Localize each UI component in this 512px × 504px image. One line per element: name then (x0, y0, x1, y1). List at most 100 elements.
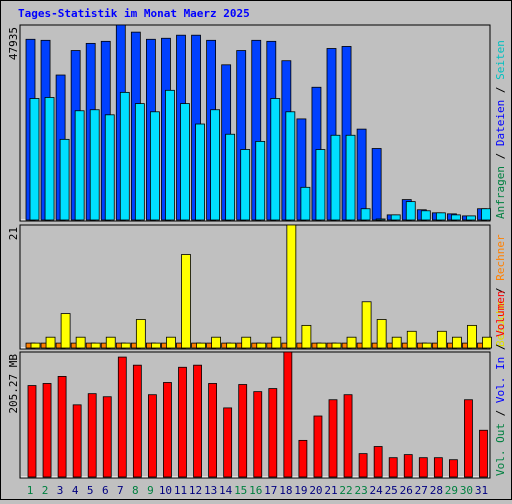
separator: / (494, 281, 507, 301)
x-tick-label: 12 (189, 484, 202, 497)
bar (196, 342, 206, 349)
bar (210, 109, 221, 221)
bar (180, 103, 190, 221)
bar (450, 214, 461, 221)
bar (330, 134, 341, 221)
x-tick-label: 6 (102, 484, 109, 497)
x-tick-label: 16 (249, 484, 262, 497)
bar (466, 215, 476, 221)
bar (345, 134, 356, 221)
x-tick-label: 17 (264, 484, 277, 497)
bar (343, 394, 353, 478)
x-tick-label: 22 (339, 484, 352, 497)
bar (193, 364, 202, 478)
x-tick-label: 3 (57, 484, 64, 497)
side-label: Besuche (494, 301, 507, 347)
bar (166, 336, 176, 349)
bar (315, 149, 326, 221)
bar (87, 393, 97, 478)
bar (75, 336, 86, 349)
x-tick-label: 28 (430, 484, 443, 497)
bar (60, 313, 71, 349)
bar (268, 388, 278, 478)
x-tick-label: 23 (354, 484, 367, 497)
bar (119, 91, 130, 221)
bar (104, 114, 115, 221)
bar (181, 254, 191, 349)
x-tick-label: 13 (204, 484, 217, 497)
chart-title: Tages-Statistik im Monat Maerz 2025 (18, 7, 250, 20)
bar (44, 97, 55, 221)
bar (271, 336, 282, 349)
x-tick-label: 8 (132, 484, 139, 497)
bar (238, 384, 248, 478)
bar (331, 342, 342, 349)
side-label: Volumen (494, 291, 507, 337)
bar (27, 385, 37, 478)
bar (403, 454, 413, 478)
x-tick-label: 1 (27, 484, 34, 497)
x-tick-label: 24 (370, 484, 384, 497)
bar (481, 208, 491, 221)
side-label: Seiten (494, 40, 507, 80)
separator: / (494, 337, 507, 357)
bar (74, 110, 85, 221)
x-tick-label: 7 (117, 484, 124, 497)
bar (371, 148, 382, 221)
x-tick-label: 2 (42, 484, 49, 497)
bar (390, 214, 401, 221)
bar (405, 201, 416, 221)
bar (300, 186, 311, 221)
x-tick-label: 4 (72, 484, 79, 497)
x-tick-label: 9 (147, 484, 154, 497)
bar (45, 336, 56, 349)
bar (316, 342, 327, 349)
bar (482, 336, 492, 349)
side-label: Vol. Out (494, 423, 507, 476)
bar (223, 407, 233, 478)
bar (132, 364, 142, 478)
bar (375, 218, 386, 221)
bar (150, 342, 161, 349)
bar (102, 396, 112, 478)
x-tick-label: 5 (87, 484, 94, 497)
bar (149, 111, 160, 221)
x-tick-label: 11 (174, 484, 187, 497)
bar (195, 123, 205, 221)
bar (241, 336, 252, 349)
bar (313, 415, 323, 478)
x-tick-label: 18 (279, 484, 292, 497)
separator: / (494, 403, 507, 423)
bar (253, 391, 263, 478)
bar (358, 453, 368, 478)
bar (240, 149, 251, 221)
bar (479, 429, 488, 478)
bar (448, 459, 458, 478)
x-tick-label: 30 (460, 484, 473, 497)
y-tick-label: 21 (7, 227, 20, 240)
bar (30, 342, 41, 349)
bar (178, 366, 187, 478)
bar (406, 330, 417, 349)
bar (283, 351, 293, 478)
bar (376, 319, 387, 349)
side-label: Vol. In (494, 357, 507, 403)
bar (301, 324, 312, 349)
x-tick-label: 10 (159, 484, 172, 497)
x-tick-label: 29 (445, 484, 458, 497)
x-tick-label: 25 (385, 484, 398, 497)
bar (89, 109, 100, 221)
bar (120, 342, 131, 349)
separator: / (494, 80, 507, 100)
bar (29, 98, 40, 221)
bar (360, 208, 371, 221)
bar (135, 319, 146, 349)
x-tick-label: 27 (415, 484, 428, 497)
bar (356, 128, 367, 221)
bar (361, 301, 372, 349)
bar (117, 356, 127, 478)
bar (57, 376, 67, 478)
bar (285, 111, 296, 221)
x-tick-label: 14 (219, 484, 233, 497)
